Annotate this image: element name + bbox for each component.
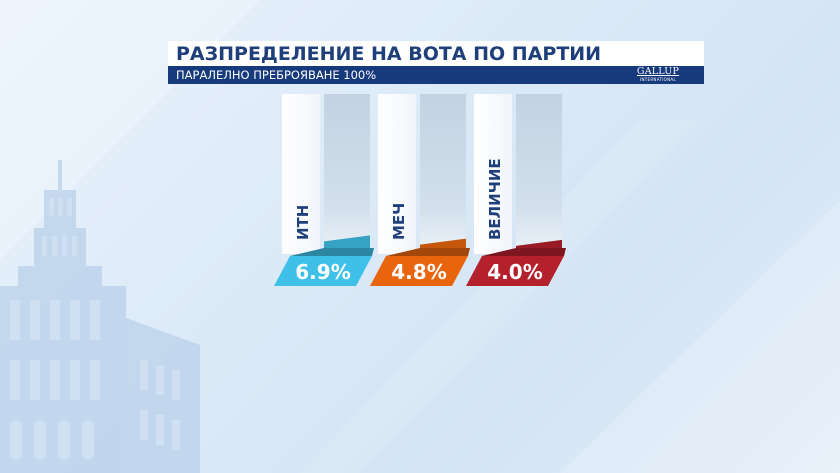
value-tile-edge-series-1 bbox=[290, 248, 374, 256]
gallup-logo-word: GALLUP bbox=[636, 66, 680, 77]
gauge-tube-series-3 bbox=[516, 94, 562, 248]
value-tile-series-3 bbox=[466, 256, 564, 286]
value-tile-series-2 bbox=[370, 256, 468, 286]
bar-fill-series-3 bbox=[516, 239, 562, 248]
category-label-series-1: ИТН bbox=[294, 205, 312, 240]
value-label-series-1: 6.9% bbox=[295, 260, 350, 284]
title-banner bbox=[168, 41, 704, 66]
subtitle-banner bbox=[168, 66, 704, 84]
value-tile-edge-series-2 bbox=[386, 248, 470, 256]
label-panel-series-3 bbox=[474, 94, 512, 254]
label-panel-series-2 bbox=[378, 94, 416, 254]
chart-subtitle: ПАРАЛЕЛНО ПРЕБРОЯВАНЕ 100% bbox=[176, 68, 377, 82]
value-label-series-3: 4.0% bbox=[487, 260, 542, 284]
label-panel-series-1 bbox=[282, 94, 320, 254]
bar-fill-series-1 bbox=[324, 235, 370, 248]
value-label-series-2: 4.8% bbox=[391, 260, 446, 284]
value-tile-series-1 bbox=[274, 256, 372, 286]
gallup-logo-sub: INTERNATIONAL bbox=[640, 77, 676, 82]
bar-fill-series-2 bbox=[420, 238, 466, 248]
chart-title: РАЗПРЕДЕЛЕНИЕ НА ВОТА ПО ПАРТИИ bbox=[176, 43, 602, 65]
gauge-tube-series-2 bbox=[420, 94, 466, 248]
category-label-series-2: МЕЧ bbox=[390, 203, 408, 240]
gallup-logo: GALLUP INTERNATIONAL bbox=[636, 67, 680, 83]
gauge-tube-series-1 bbox=[324, 94, 370, 248]
category-label-series-3: ВЕЛИЧИЕ bbox=[486, 158, 504, 240]
value-tile-edge-series-3 bbox=[482, 248, 566, 256]
